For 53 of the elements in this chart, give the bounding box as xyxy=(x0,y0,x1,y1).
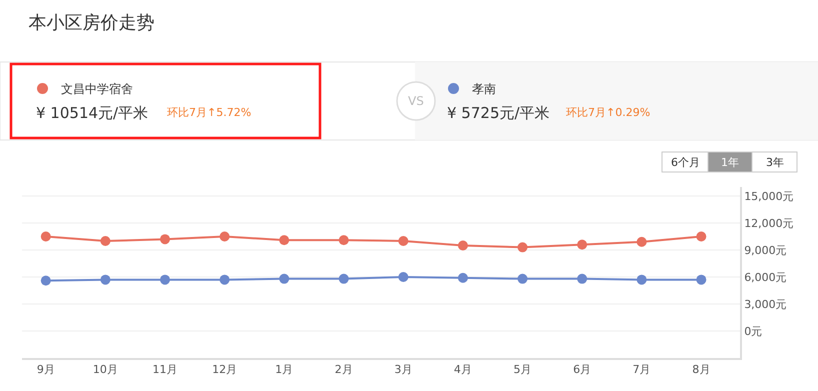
point xyxy=(100,236,110,246)
x-tick-label: 1月 xyxy=(275,363,294,376)
point xyxy=(458,240,468,250)
point xyxy=(220,232,230,242)
point xyxy=(636,236,647,247)
x-tick-label: 7月 xyxy=(632,363,651,376)
text: ¥ 10514元/平米 xyxy=(36,104,148,122)
y-tick-label: 12,000元 xyxy=(744,216,794,230)
point xyxy=(577,274,588,284)
point xyxy=(696,274,706,285)
text: 环比7月↑5.72% xyxy=(167,106,252,119)
point xyxy=(220,274,230,285)
point xyxy=(40,232,51,242)
point xyxy=(338,274,349,284)
x-tick-label: 3月 xyxy=(394,363,412,376)
point xyxy=(398,236,408,246)
point xyxy=(100,274,110,285)
y-tick-label: 0元 xyxy=(744,324,762,338)
legend-label: 孝南 xyxy=(472,82,496,96)
y-tick-label: 9,000元 xyxy=(744,244,787,257)
point xyxy=(160,274,170,285)
point xyxy=(636,274,647,285)
point xyxy=(577,240,588,250)
x-tick-label: 8月 xyxy=(692,363,710,376)
point xyxy=(458,272,468,283)
x-tick-label: 11月 xyxy=(152,363,178,376)
point xyxy=(518,274,528,284)
x-tick-label: 9月 xyxy=(36,363,55,376)
point xyxy=(40,276,51,286)
text: 环比7月↑0.29% xyxy=(566,106,650,119)
text: 3年 xyxy=(766,156,784,169)
chart-title: 本小区房价走势 xyxy=(28,12,155,34)
point xyxy=(398,272,408,282)
x-tick-label: 4月 xyxy=(454,363,472,376)
y-tick-label: 6,000元 xyxy=(744,270,787,284)
point xyxy=(338,235,349,246)
x-tick-label: 6月 xyxy=(573,363,592,376)
y-tick-label: 15,000元 xyxy=(744,190,794,203)
x-tick-label: 10月 xyxy=(92,363,118,376)
x-tick-label: 2月 xyxy=(334,363,353,376)
text: 1年 xyxy=(721,156,739,169)
point xyxy=(518,242,528,252)
point xyxy=(279,274,290,284)
legend-label: 文昌中学宿舍 xyxy=(61,82,133,96)
point xyxy=(279,235,290,246)
x-tick-label: 5月 xyxy=(514,363,532,376)
point xyxy=(696,232,706,242)
point xyxy=(160,234,170,244)
text: VS xyxy=(408,94,424,108)
text: ¥ 5725元/平米 xyxy=(447,104,550,122)
text: 6个月 xyxy=(671,156,700,169)
x-tick-label: 12月 xyxy=(212,363,238,376)
y-tick-label: 3,000元 xyxy=(744,298,787,311)
